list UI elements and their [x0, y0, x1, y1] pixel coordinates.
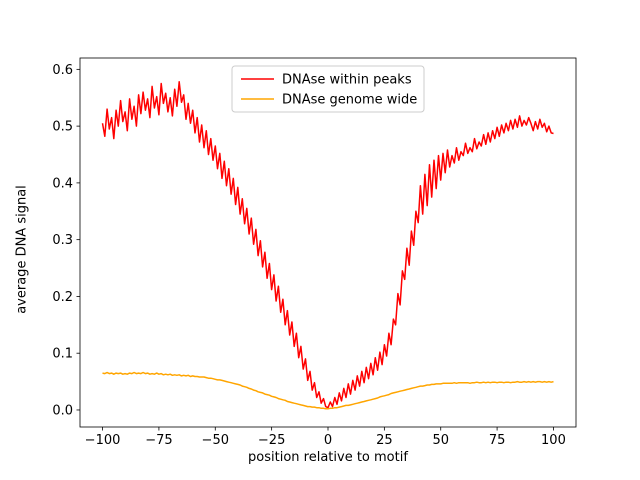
legend-entry-label-1: DNAse genome wide [282, 93, 417, 108]
x-tick-label: 50 [432, 433, 449, 448]
y-tick-label: 0.3 [52, 233, 73, 248]
x-tick-label: −100 [85, 433, 121, 448]
x-tick-label: 100 [541, 433, 566, 448]
y-tick-label: 0.4 [52, 176, 73, 191]
y-tick-label: 0.6 [52, 63, 73, 78]
x-tick-label: −75 [145, 433, 172, 448]
x-tick-label: 0 [324, 433, 332, 448]
legend-entry-label-0: DNAse within peaks [282, 73, 412, 88]
y-tick-label: 0.5 [52, 120, 73, 135]
x-tick-label: −25 [258, 433, 285, 448]
x-tick-label: 25 [376, 433, 393, 448]
x-tick-label: −50 [202, 433, 229, 448]
y-tick-label: 0.0 [52, 403, 73, 418]
series-line-0 [101, 81, 554, 409]
x-axis-label: position relative to motif [248, 450, 408, 465]
y-tick-label: 0.2 [52, 290, 73, 305]
series-line-1 [102, 371, 554, 410]
axes-frame [79, 57, 577, 428]
x-tick-label: 75 [489, 433, 506, 448]
legend-box [231, 65, 425, 113]
y-tick-label: 0.1 [52, 347, 73, 362]
